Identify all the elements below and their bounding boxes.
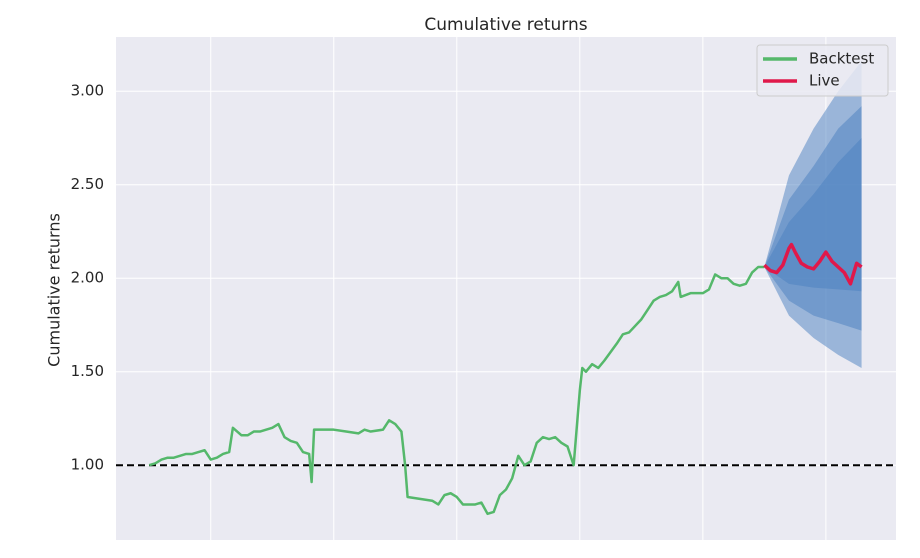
y-axis-label: Cumulative returns [45, 213, 64, 367]
y-tick-label: 1.00 [71, 456, 104, 474]
legend-label: Backtest [809, 50, 874, 68]
y-tick-label: 1.50 [71, 362, 104, 380]
series-line [763, 242, 863, 286]
y-tick-label: 2.00 [71, 269, 104, 287]
y-tick-label: 2.50 [71, 175, 104, 193]
legend-label: Live [809, 72, 840, 90]
y-tick-label: 3.00 [71, 82, 104, 100]
series-line [148, 265, 765, 516]
chart-title: Cumulative returns [424, 15, 587, 35]
plot-area [116, 37, 896, 540]
